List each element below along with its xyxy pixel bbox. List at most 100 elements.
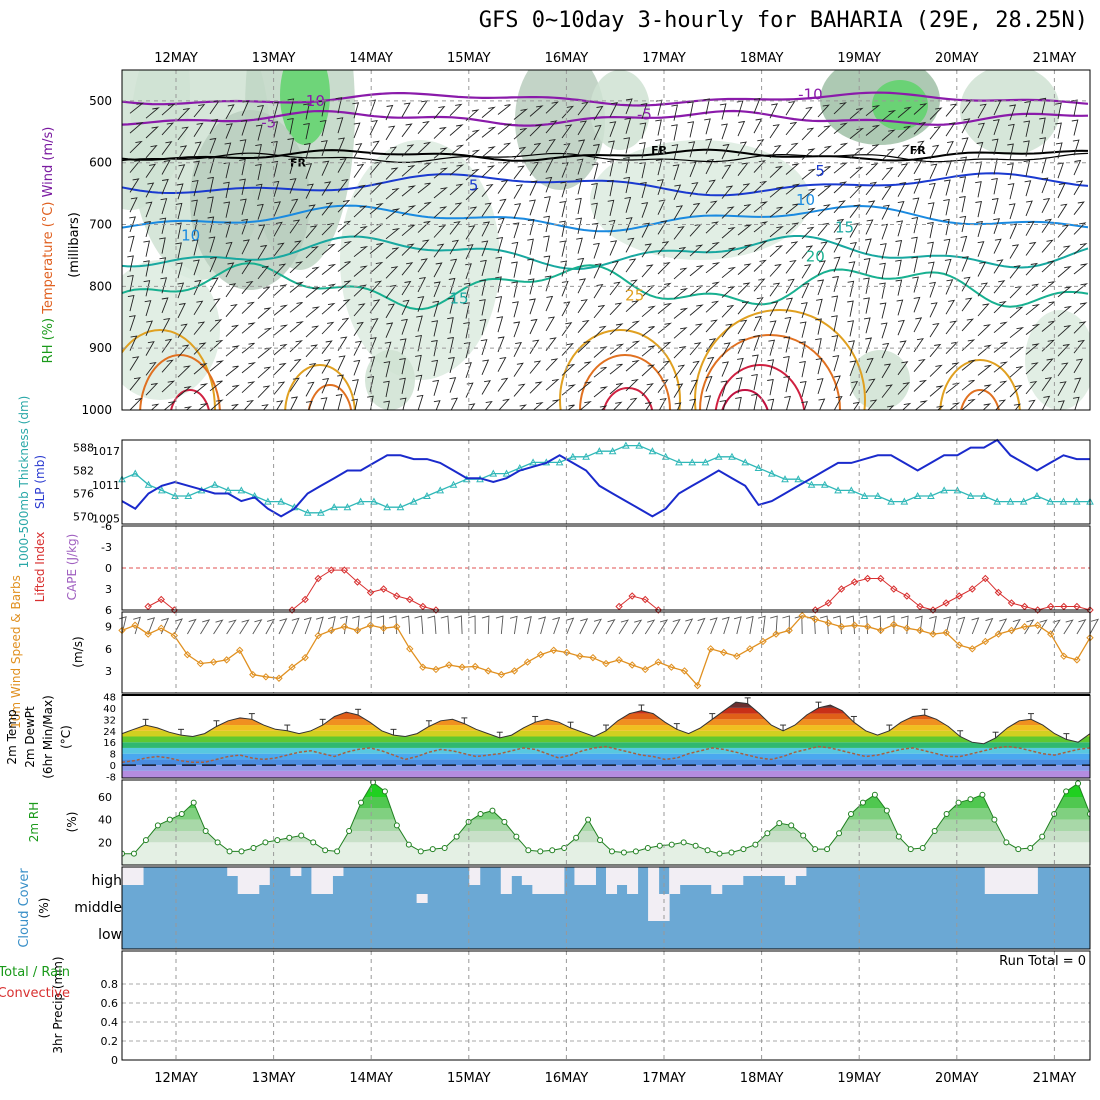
wind-barb bbox=[1041, 198, 1051, 214]
wind-barb bbox=[705, 138, 713, 155]
wind-barb bbox=[559, 200, 567, 218]
wind-barb bbox=[959, 215, 967, 233]
slp-point bbox=[873, 491, 882, 499]
wind-barb bbox=[209, 277, 219, 293]
temp-ylabel-line-part: (6hr Min/Max) bbox=[41, 695, 55, 779]
wind-barb bbox=[544, 196, 551, 213]
li-line bbox=[815, 577, 1091, 611]
wind-speed-point bbox=[1007, 626, 1016, 635]
wind-barb bbox=[945, 320, 957, 335]
wind-barb bbox=[449, 183, 464, 196]
wind-barb bbox=[209, 137, 217, 154]
wind-barb bbox=[688, 141, 696, 158]
wind-barb bbox=[127, 255, 134, 272]
wind-barb bbox=[1073, 283, 1089, 295]
wind-barb bbox=[799, 341, 806, 358]
wind-barb bbox=[833, 396, 843, 410]
wind-barb bbox=[673, 327, 688, 339]
rh-point bbox=[680, 839, 687, 846]
wind-barb bbox=[745, 615, 754, 635]
wind-barb bbox=[417, 220, 431, 233]
wind-barb bbox=[255, 183, 263, 200]
wind-barb bbox=[697, 617, 706, 635]
wind-barb bbox=[767, 378, 774, 396]
thickness-slp-panel bbox=[118, 438, 1094, 518]
wind-barb bbox=[417, 258, 428, 273]
wind-barb bbox=[593, 105, 604, 121]
cloud-cell bbox=[732, 867, 744, 885]
precip-legend-convective: Convective bbox=[0, 986, 70, 1001]
wind-barb bbox=[737, 141, 747, 157]
wind-barb bbox=[561, 363, 576, 376]
wind-barb bbox=[929, 385, 944, 397]
wind-barb bbox=[481, 106, 496, 118]
wind-barb bbox=[817, 185, 832, 197]
wind-barb bbox=[897, 125, 912, 138]
slp-point bbox=[303, 508, 312, 516]
wind-barb bbox=[401, 318, 408, 335]
wind-barb bbox=[143, 240, 150, 257]
isotherm-label: FR bbox=[910, 144, 927, 157]
wind-barb bbox=[961, 137, 969, 153]
slp-point bbox=[1046, 497, 1055, 505]
wind-barb bbox=[625, 279, 638, 293]
cloud-cell bbox=[711, 867, 723, 894]
wind-barb bbox=[337, 178, 349, 193]
wind-barb bbox=[593, 346, 608, 358]
wind-barb bbox=[414, 615, 424, 635]
wind-barb bbox=[945, 362, 960, 374]
wind-barb bbox=[433, 187, 448, 199]
wind-barb bbox=[433, 147, 448, 159]
wind-barb bbox=[833, 218, 845, 233]
wind-barb bbox=[561, 301, 571, 317]
cloud-cell bbox=[721, 867, 733, 885]
wind-barb bbox=[768, 339, 776, 356]
temp-tick-label: 16 bbox=[103, 738, 116, 749]
pressure-tick-label: 800 bbox=[89, 279, 112, 293]
wind-barb bbox=[224, 142, 232, 159]
wind-barb bbox=[657, 199, 666, 215]
wind-barb bbox=[497, 198, 507, 214]
wind-barb bbox=[1025, 323, 1041, 335]
isotherm-label: 20 bbox=[806, 248, 825, 266]
wind-barb bbox=[287, 137, 295, 155]
date-label-top: 12MAY bbox=[154, 51, 198, 66]
wind-barb bbox=[512, 222, 520, 239]
temp-tick-label: 40 bbox=[103, 704, 116, 715]
cloud-cell bbox=[669, 867, 681, 894]
wind-barb bbox=[208, 236, 216, 253]
isotherm-line bbox=[122, 235, 1089, 271]
wind-barb bbox=[1024, 180, 1032, 197]
wind-barb bbox=[449, 202, 463, 216]
wind-barb bbox=[865, 181, 878, 196]
wind-barb bbox=[769, 245, 784, 258]
isotherm-label: -10 bbox=[798, 86, 823, 104]
wind-barb bbox=[817, 222, 830, 236]
wind-barb bbox=[1057, 343, 1071, 357]
wind-barb bbox=[207, 176, 214, 194]
wind-barb bbox=[1072, 396, 1080, 410]
wind-speed-point bbox=[262, 673, 270, 681]
wind-barb bbox=[1073, 321, 1087, 334]
wind-barb bbox=[479, 279, 486, 296]
wind-barb bbox=[785, 278, 795, 294]
wind-barb bbox=[847, 280, 855, 298]
wind-barb bbox=[801, 283, 810, 299]
wind-barb bbox=[200, 619, 211, 635]
wind-barb bbox=[848, 340, 855, 357]
wind-barb bbox=[625, 300, 640, 313]
wind-barb bbox=[223, 181, 230, 199]
wind-barb bbox=[1057, 224, 1070, 238]
wind-barb bbox=[625, 340, 641, 352]
wind-speed-point bbox=[301, 653, 309, 662]
wind-barb bbox=[799, 380, 807, 398]
rh-point bbox=[573, 834, 580, 841]
wind-barb bbox=[943, 199, 950, 216]
wind-barb bbox=[753, 240, 768, 253]
wind-barb bbox=[817, 125, 832, 138]
thickness-ylabel-part: 1000-500mb Thickness (dm) bbox=[17, 396, 31, 569]
wind-speed-point bbox=[929, 630, 937, 638]
wind-barb bbox=[577, 319, 590, 333]
wind-barb bbox=[976, 141, 984, 158]
wind-barb bbox=[625, 320, 641, 332]
